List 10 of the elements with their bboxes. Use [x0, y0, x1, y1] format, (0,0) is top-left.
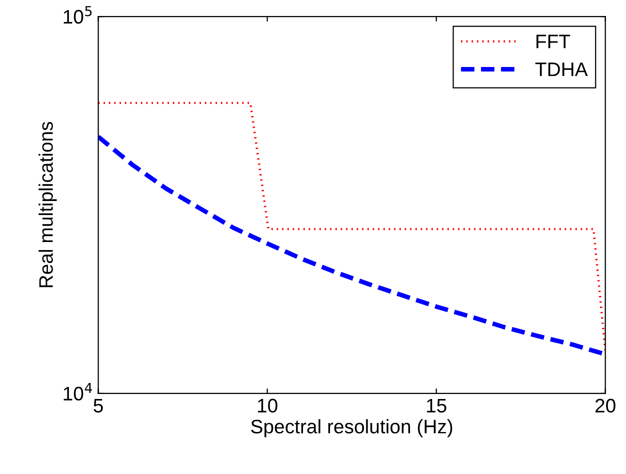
y-tick-label: 10$^{4}$	[64, 382, 92, 401]
legend-label: FFT	[536, 34, 570, 48]
x-tick-label: 5	[94, 398, 103, 413]
y-tick-label: 10$^{5}$	[64, 6, 92, 24]
y-axis-title: Real multiplications	[38, 122, 57, 288]
legend-label: TDHA	[535, 62, 588, 76]
x-tick-label: 10	[258, 398, 278, 413]
x-tick-label: 20	[596, 398, 616, 413]
x-axis-title: Spectral resolution (Hz)	[251, 419, 452, 438]
x-tick-label: 15	[426, 398, 446, 413]
